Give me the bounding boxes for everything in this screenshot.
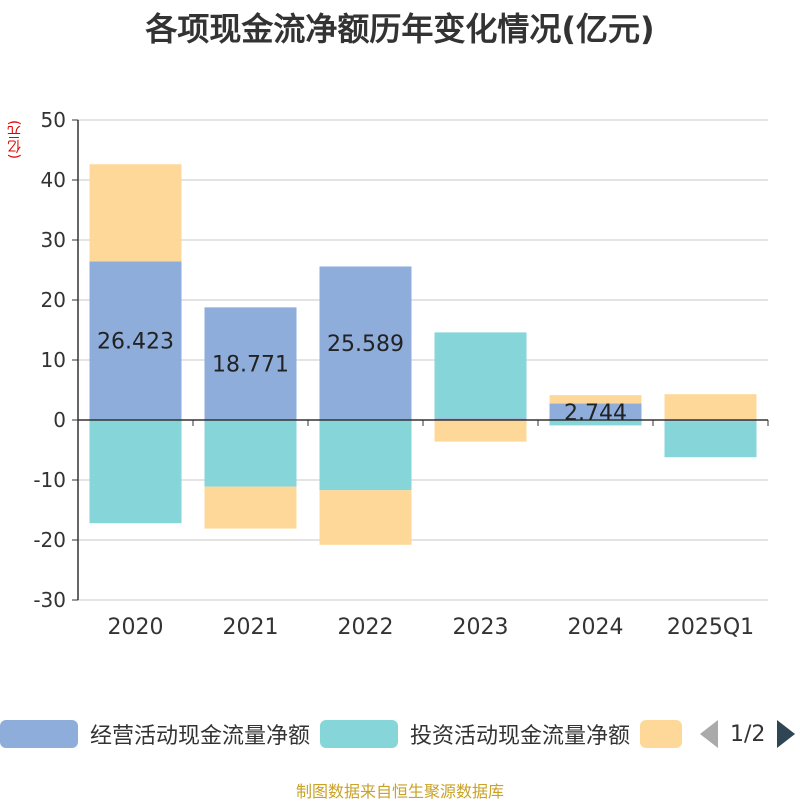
x-tick-label: 2022 (338, 615, 394, 640)
legend-swatch-financing (640, 720, 682, 748)
legend-label-investing: 投资活动现金流量净额 (410, 724, 631, 749)
bar-investing (89, 420, 182, 524)
x-tick-label: 2025Q1 (667, 615, 754, 640)
bar-operating (549, 403, 642, 420)
legend-item-investing[interactable]: 投资活动现金流量净额 (320, 714, 630, 754)
bar-operating (434, 418, 527, 420)
bar-chart: 50 40 30 20 10 0 -10 -20 -30 2020 2021 2022 2023 2024… (33, 108, 769, 640)
bar-operating (319, 266, 412, 420)
legend-label-operating: 经营活动现金流量净额 (90, 724, 311, 749)
bar-financing (549, 395, 642, 404)
y-tick-label: 40 (41, 168, 66, 192)
chart-title: 各项现金流净额历年变化情况(亿元) (145, 10, 655, 48)
pager-prev-icon[interactable] (700, 720, 718, 748)
y-tick-label: 20 (41, 288, 66, 312)
bar-financing (434, 420, 527, 442)
bar-financing (89, 164, 182, 262)
pager-text: 1/2 (730, 721, 766, 747)
bar-financing (319, 490, 412, 545)
legend: 经营活动现金流量净额 投资活动现金流量净额 (0, 714, 800, 754)
legend-item-operating[interactable]: 经营活动现金流量净额 (0, 714, 310, 754)
bar-investing (549, 420, 642, 426)
y-tick-label: 0 (53, 408, 66, 432)
source-note: 制图数据来自恒生聚源数据库 (295, 782, 504, 801)
legend-swatch-operating (0, 720, 78, 748)
legend-swatch-investing (320, 720, 398, 748)
bar-investing (664, 421, 757, 458)
x-tick-label: 2024 (568, 615, 624, 640)
data-label: 2.744 (564, 401, 627, 426)
data-label: 25.589 (327, 332, 404, 357)
legend-pager: 1/2 (700, 714, 796, 754)
bar-financing (204, 486, 297, 529)
bar-operating (89, 261, 182, 420)
bar-operating (204, 307, 297, 420)
bar-investing (204, 420, 297, 487)
y-tick-label: 30 (41, 228, 66, 252)
bar-investing (319, 420, 412, 491)
y-tick-label: -30 (33, 588, 66, 612)
y-tick-label: 50 (41, 108, 66, 132)
pager-next-icon[interactable] (777, 720, 796, 748)
legend-item-financing[interactable] (640, 714, 682, 754)
y-tick-label: -10 (33, 468, 66, 492)
data-label: 26.423 (97, 330, 174, 355)
bar-financing (664, 394, 757, 420)
data-label: 18.771 (212, 353, 289, 378)
x-tick-label: 2020 (108, 615, 164, 640)
y-tick-label: 10 (41, 348, 66, 372)
bar-investing (434, 332, 527, 419)
x-tick-label: 2023 (453, 615, 509, 640)
x-tick-label: 2021 (223, 615, 279, 640)
y-tick-label: -20 (33, 528, 66, 552)
